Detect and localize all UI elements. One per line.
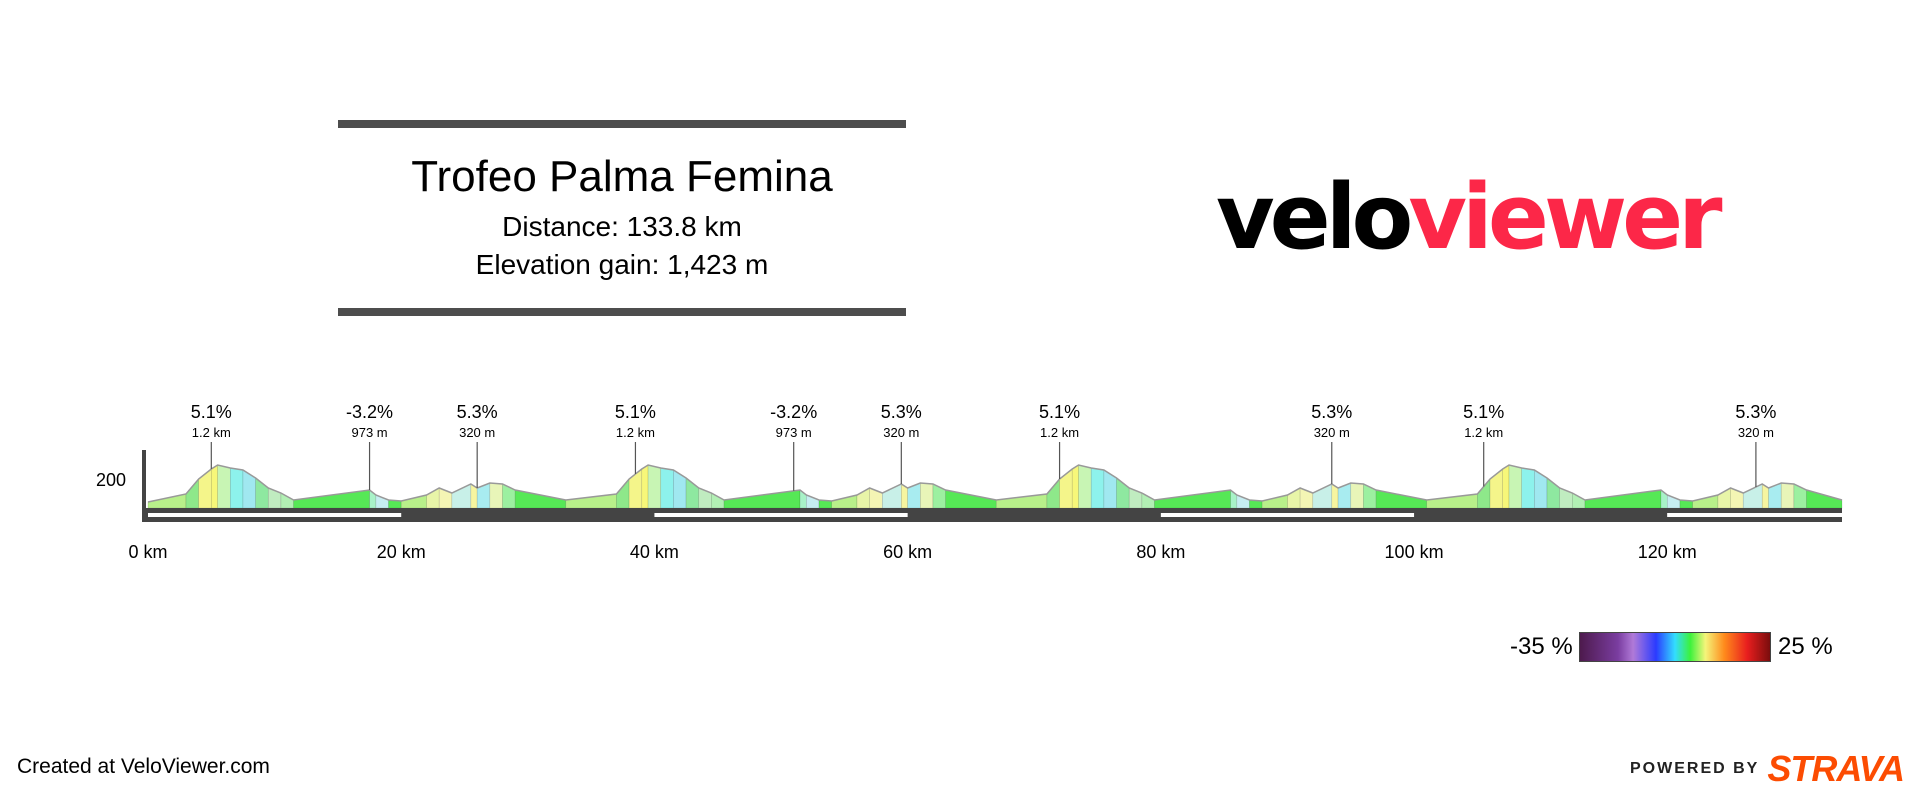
x-tick-label: 60 km	[883, 542, 932, 562]
strava-logo: STRAVA	[1767, 748, 1905, 789]
distance-stripe	[1160, 513, 1415, 517]
profile-segment	[1534, 469, 1548, 509]
route-elevation-gain: Elevation gain: 1,423 m	[475, 249, 769, 280]
climb-grade-label: 5.1%	[615, 402, 656, 422]
profile-segment	[660, 467, 674, 509]
profile-segment	[616, 478, 630, 509]
profile-segment	[1502, 464, 1510, 509]
profile-segment	[211, 464, 218, 509]
profile-segment	[242, 469, 256, 509]
profile-segment	[641, 464, 649, 509]
profile-segment	[1071, 464, 1079, 509]
climb-grade-label: 5.3%	[457, 402, 498, 422]
profile-segment	[673, 469, 687, 509]
profile-segment	[831, 494, 858, 509]
x-tick-label: 120 km	[1638, 542, 1697, 562]
profile-segment	[1261, 494, 1288, 509]
profile-segment	[1742, 483, 1763, 509]
powered-by-strava[interactable]: POWERED BY STRAVA	[1630, 748, 1905, 790]
profile-segment	[1312, 483, 1333, 509]
distance-track	[142, 508, 1842, 522]
climb-grade-label: 5.3%	[881, 402, 922, 422]
profile-segment	[400, 494, 427, 509]
profile-segment	[1426, 493, 1478, 509]
veloviewer-logo: veloviewer	[1216, 165, 1723, 270]
gradient-legend-max-label: 25 %	[1778, 633, 1833, 660]
climb-grade-label: 5.1%	[1463, 402, 1504, 422]
profile-segment	[1572, 492, 1586, 509]
profile-segment	[229, 467, 244, 509]
profile-segment	[565, 493, 617, 509]
profile-segment	[1090, 467, 1105, 509]
climb-grade-label: -3.2%	[346, 402, 393, 422]
profile-segment	[489, 482, 503, 509]
elevation-profile-chart: 200 0 km 20 km 40 km 60 km 80 km 100 km 120 km 5…	[96, 402, 1843, 562]
powered-by-label: POWERED BY	[1630, 760, 1760, 777]
climb-length-label: 973 m	[351, 425, 387, 440]
profile-segment	[185, 478, 199, 509]
x-tick-label: 40 km	[630, 542, 679, 562]
x-tick-label: 0 km	[128, 542, 167, 562]
y-tick-label: 200	[96, 470, 126, 490]
x-tick-label: 20 km	[377, 542, 426, 562]
profile-segment	[920, 482, 934, 509]
climb-length-label: 320 m	[459, 425, 495, 440]
profile-segment	[1521, 467, 1535, 509]
profile-segment	[451, 483, 472, 509]
climb-length-label: 320 m	[1314, 425, 1350, 440]
climb-grade-label: -3.2%	[770, 402, 817, 422]
profile-segment	[1508, 464, 1522, 509]
distance-stripe	[654, 513, 908, 517]
created-at-link[interactable]: Created at VeloViewer.com	[17, 755, 270, 778]
profile-segment	[280, 492, 294, 509]
profile-segment	[1780, 482, 1795, 509]
gradient-legend-min-label: -35 %	[1510, 633, 1573, 660]
climb-grade-label: 5.3%	[1735, 402, 1776, 422]
climb-length-label: 1.2 km	[1040, 425, 1079, 440]
climb-grade-label: 5.1%	[191, 402, 232, 422]
title-divider-bottom	[338, 308, 906, 316]
gradient-legend-colorbar	[1579, 632, 1771, 662]
logo-part-velo: velo	[1216, 165, 1413, 270]
x-tick-label: 80 km	[1136, 542, 1185, 562]
profile-segment	[1103, 469, 1117, 509]
logo-part-viewer: viewer	[1408, 165, 1722, 270]
climb-length-label: 1.2 km	[616, 425, 655, 440]
climb-length-label: 973 m	[776, 425, 812, 440]
profile-segment	[1692, 494, 1719, 509]
climb-length-label: 320 m	[1738, 425, 1774, 440]
climb-length-label: 320 m	[883, 425, 919, 440]
profile-segment	[711, 492, 725, 509]
distance-stripe	[148, 513, 402, 517]
profile-segment	[882, 483, 902, 509]
y-axis-bar	[142, 450, 146, 522]
profile-segment	[1350, 482, 1364, 509]
distance-stripe	[1667, 513, 1842, 517]
profile-segment	[647, 464, 662, 509]
title-divider-top	[338, 120, 906, 128]
climb-grade-label: 5.3%	[1311, 402, 1352, 422]
climb-grade-label: 5.1%	[1039, 402, 1080, 422]
profile-segment	[1046, 478, 1060, 509]
climb-length-label: 1.2 km	[1464, 425, 1503, 440]
profile-outline	[147, 464, 1843, 503]
profile-segment	[1078, 464, 1092, 509]
x-tick-label: 100 km	[1385, 542, 1444, 562]
route-distance: Distance: 133.8 km	[502, 211, 742, 242]
climb-length-label: 1.2 km	[192, 425, 231, 440]
profile-segment	[995, 493, 1048, 509]
route-title-box: Trofeo Palma Femina Distance: 133.8 km E…	[338, 120, 906, 316]
profile-segment	[1141, 492, 1155, 509]
profile-segment	[217, 464, 231, 509]
route-name: Trofeo Palma Femina	[411, 152, 833, 201]
